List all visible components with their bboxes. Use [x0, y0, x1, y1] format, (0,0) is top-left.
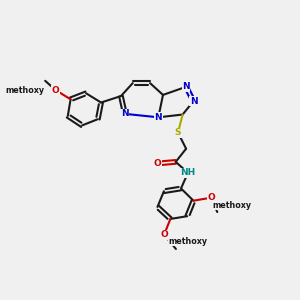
Text: N: N — [154, 113, 162, 122]
Text: methoxy: methoxy — [212, 201, 251, 210]
Text: O: O — [153, 159, 161, 168]
Text: NH: NH — [180, 168, 196, 177]
Text: O: O — [52, 85, 59, 94]
Text: methoxy: methoxy — [5, 85, 44, 94]
Text: O: O — [160, 230, 168, 239]
Text: O: O — [207, 193, 215, 202]
Text: N: N — [182, 82, 190, 91]
Text: N: N — [190, 97, 197, 106]
Text: methoxy: methoxy — [168, 237, 207, 246]
Text: N: N — [121, 109, 129, 118]
Text: S: S — [175, 128, 181, 137]
